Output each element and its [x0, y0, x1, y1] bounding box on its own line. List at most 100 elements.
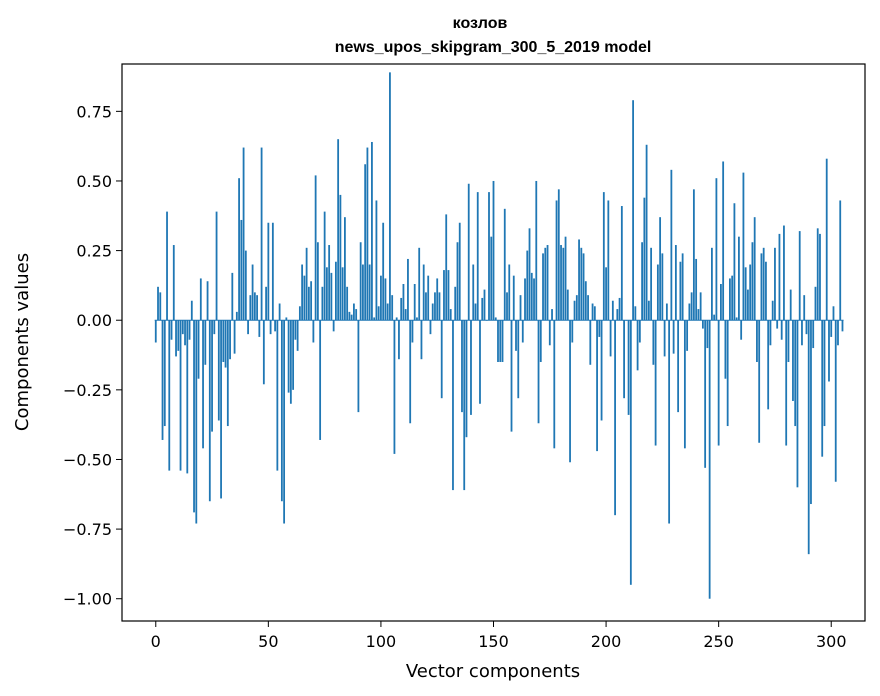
- bar: [564, 236, 567, 321]
- bar: [208, 320, 211, 502]
- bar: [708, 320, 711, 599]
- bar: [548, 320, 551, 346]
- bar: [353, 303, 355, 321]
- bar: [328, 245, 331, 321]
- bar: [407, 258, 409, 321]
- bar: [206, 281, 209, 321]
- bar: [402, 284, 405, 321]
- bar: [638, 320, 641, 343]
- bar: [519, 295, 522, 321]
- bar: [159, 292, 162, 321]
- bar: [587, 295, 589, 321]
- bar: [344, 217, 346, 321]
- bar: [359, 242, 362, 321]
- bar: [184, 320, 186, 346]
- bar: [301, 264, 304, 321]
- y-tick-label: −0.25: [63, 381, 112, 400]
- bar: [713, 314, 716, 321]
- y-axis-label: Components values: [12, 253, 33, 431]
- bar: [175, 320, 177, 357]
- bar: [494, 317, 497, 321]
- bar: [229, 320, 231, 360]
- bar: [166, 211, 168, 321]
- bar: [555, 200, 558, 321]
- bar: [400, 297, 403, 321]
- bar: [380, 275, 382, 321]
- bar: [420, 320, 423, 360]
- bar: [231, 272, 234, 321]
- bar: [769, 320, 772, 346]
- bar: [515, 320, 517, 351]
- bar: [557, 189, 560, 321]
- x-tick-label: 150: [478, 632, 509, 651]
- bar: [188, 320, 191, 340]
- bar: [267, 222, 270, 321]
- bar: [575, 295, 578, 321]
- bar: [834, 320, 837, 482]
- bar: [497, 320, 499, 362]
- bar: [314, 175, 317, 321]
- bar: [670, 169, 673, 321]
- bar: [753, 217, 756, 321]
- bar: [240, 219, 243, 321]
- bar: [620, 206, 623, 321]
- bar: [467, 183, 470, 321]
- bar: [503, 208, 506, 321]
- bar: [474, 303, 477, 321]
- bar: [289, 320, 292, 404]
- bar: [393, 320, 396, 454]
- bar: [157, 286, 159, 321]
- bar: [395, 317, 398, 321]
- bar: [512, 275, 515, 321]
- bar: [821, 320, 824, 457]
- bar: [501, 320, 504, 362]
- y-tick-label: −0.75: [63, 520, 112, 539]
- bar: [190, 300, 193, 321]
- bar: [310, 281, 313, 321]
- bar: [521, 320, 524, 343]
- bar: [312, 320, 315, 343]
- bar: [436, 278, 439, 321]
- bar: [253, 292, 256, 321]
- bar: [186, 320, 189, 474]
- bar: [632, 100, 634, 321]
- bar: [517, 320, 520, 399]
- bar: [776, 320, 779, 329]
- chart-subtitle: news_upos_skipgram_300_5_2019 model: [335, 39, 652, 56]
- bar: [303, 275, 306, 321]
- bar: [265, 286, 267, 321]
- bar: [413, 284, 416, 321]
- bar: [656, 264, 659, 321]
- bar: [688, 303, 691, 321]
- bar: [636, 320, 639, 371]
- y-tick-label: 0.75: [76, 102, 112, 121]
- bar: [382, 222, 385, 321]
- bar: [458, 222, 461, 321]
- x-axis-ticks: 0 50 100 150 200 250 300: [151, 621, 847, 651]
- bar: [447, 270, 450, 321]
- bar: [350, 314, 353, 321]
- bar: [787, 320, 790, 362]
- bar: [285, 317, 288, 321]
- bar: [242, 147, 245, 321]
- bar: [319, 320, 322, 440]
- bar: [411, 320, 414, 343]
- bar: [506, 292, 508, 321]
- bar: [780, 320, 783, 340]
- bar: [686, 320, 689, 351]
- bar: [798, 231, 801, 321]
- bar: [454, 286, 457, 321]
- bar: [566, 289, 569, 321]
- bar: [294, 320, 297, 340]
- bar: [643, 197, 646, 321]
- bar: [452, 320, 454, 491]
- bar: [841, 320, 844, 332]
- bar: [233, 320, 236, 354]
- bar: [627, 320, 630, 415]
- bar: [483, 289, 486, 321]
- bar: [623, 320, 625, 399]
- bar: [618, 297, 621, 321]
- bar: [819, 233, 821, 321]
- bar: [325, 267, 328, 321]
- bar: [472, 264, 475, 321]
